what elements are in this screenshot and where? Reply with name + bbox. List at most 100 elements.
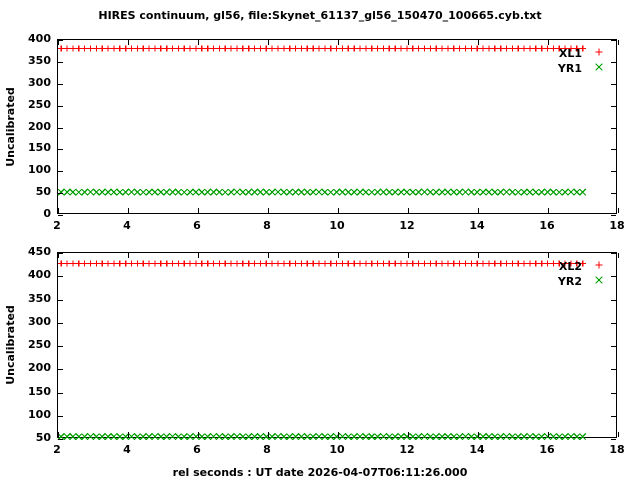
x-tick-mark xyxy=(477,432,479,437)
y-tick-label: 150 xyxy=(28,384,51,398)
y-tick-label: 50 xyxy=(35,185,51,199)
x-tick-mark xyxy=(57,253,59,258)
x-tick-label: 8 xyxy=(263,219,271,232)
y-tick-label: 450 xyxy=(28,245,51,258)
y-tick-mark xyxy=(58,192,63,194)
y-tick-label: 0 xyxy=(43,207,51,220)
x-tick-mark xyxy=(407,208,409,213)
x-tick-mark xyxy=(617,253,619,258)
x-tick-mark xyxy=(547,40,549,45)
y-tick-mark xyxy=(611,415,616,417)
y-tick-label: 200 xyxy=(28,361,51,375)
legend-label-yr1: YR1 xyxy=(557,62,582,75)
x-tick-mark xyxy=(197,253,199,258)
y-tick-mark xyxy=(58,83,63,85)
x-tick-mark xyxy=(57,432,59,437)
y-tick-mark xyxy=(611,127,616,129)
y-tick-label: 50 xyxy=(35,431,51,444)
y-tick-label: 200 xyxy=(28,119,51,133)
x-tick-label: 4 xyxy=(123,443,131,456)
y-tick-mark xyxy=(58,299,63,301)
x-tick-mark xyxy=(127,253,129,258)
x-tick-mark xyxy=(197,208,199,213)
y-tick-mark xyxy=(611,105,616,107)
y-tick-mark xyxy=(611,214,616,216)
series-yr1 xyxy=(57,188,587,196)
x-tick-mark xyxy=(267,253,269,258)
x-tick-label: 2 xyxy=(53,443,61,456)
y-tick-mark xyxy=(611,392,616,394)
y-tick-mark xyxy=(611,61,616,63)
x-tick-mark xyxy=(57,208,59,213)
y-tick-mark xyxy=(611,299,616,301)
x-tick-mark xyxy=(407,432,409,437)
x-tick-mark xyxy=(197,432,199,437)
x-tick-label: 6 xyxy=(193,219,201,232)
y-tick-mark xyxy=(611,252,616,254)
x-tick-mark xyxy=(617,40,619,45)
x-tick-mark xyxy=(547,253,549,258)
y-tick-mark xyxy=(611,275,616,277)
x-tick-label: 4 xyxy=(123,219,131,232)
x-tick-mark xyxy=(57,40,59,45)
x-tick-mark xyxy=(407,40,409,45)
x-tick-mark xyxy=(267,208,269,213)
x-tick-mark xyxy=(197,40,199,45)
x-tick-label: 6 xyxy=(193,443,201,456)
x-axis-label: rel seconds : UT date 2026-04-07T06:11:2… xyxy=(172,466,468,479)
x-tick-mark xyxy=(337,208,339,213)
legend-label-yr2: YR2 xyxy=(557,275,582,288)
x-tick-mark xyxy=(337,40,339,45)
x-tick-label: 2 xyxy=(53,219,61,232)
x-tick-label: 16 xyxy=(539,443,555,456)
x-tick-mark xyxy=(407,253,409,258)
y-tick-mark xyxy=(58,322,63,324)
series-layer-top xyxy=(57,45,587,196)
x-tick-mark xyxy=(127,208,129,213)
page-title: HIRES continuum, gl56, file:Skynet_61137… xyxy=(98,9,542,22)
y-tick-mark xyxy=(611,345,616,347)
x-tick-label: 12 xyxy=(399,219,415,232)
y-tick-mark xyxy=(611,148,616,150)
x-tick-mark xyxy=(547,208,549,213)
y-tick-mark xyxy=(58,61,63,63)
x-tick-label: 14 xyxy=(469,443,485,456)
y-tick-mark xyxy=(58,438,63,440)
x-tick-mark xyxy=(477,208,479,213)
x-tick-mark xyxy=(267,432,269,437)
y-tick-mark xyxy=(58,214,63,216)
x-tick-mark xyxy=(337,432,339,437)
y-tick-mark xyxy=(58,105,63,107)
legend-marker-xl2 xyxy=(595,261,603,269)
legend-marker-xl1 xyxy=(595,48,603,56)
x-tick-mark xyxy=(267,40,269,45)
x-tick-mark xyxy=(477,253,479,258)
plot-frame-top xyxy=(57,39,617,214)
x-tick-label: 14 xyxy=(469,219,485,232)
y-tick-mark xyxy=(58,127,63,129)
y-tick-mark xyxy=(611,192,616,194)
y-tick-label: 100 xyxy=(28,163,51,177)
y-tick-mark xyxy=(58,392,63,394)
x-tick-label: 12 xyxy=(399,443,415,456)
y-tick-mark xyxy=(611,322,616,324)
x-tick-mark xyxy=(337,253,339,258)
series-xl2 xyxy=(58,260,586,267)
y-tick-label: 300 xyxy=(28,75,51,89)
x-tick-mark xyxy=(127,432,129,437)
series-xl1 xyxy=(58,45,586,52)
legend-label-xl1: XL1 xyxy=(558,47,582,60)
x-tick-mark xyxy=(477,40,479,45)
y-tick-mark xyxy=(611,170,616,172)
y-tick-label: 300 xyxy=(28,314,51,328)
series-yr2 xyxy=(57,433,587,441)
y-tick-mark xyxy=(58,415,63,417)
x-tick-label: 18 xyxy=(609,219,625,232)
x-tick-label: 16 xyxy=(539,219,555,232)
legend-marker-yr1 xyxy=(595,63,603,71)
y-tick-label: 350 xyxy=(28,53,51,67)
x-tick-label: 18 xyxy=(609,443,625,456)
y-tick-label: 350 xyxy=(28,291,51,305)
y-tick-label: 100 xyxy=(28,407,51,421)
